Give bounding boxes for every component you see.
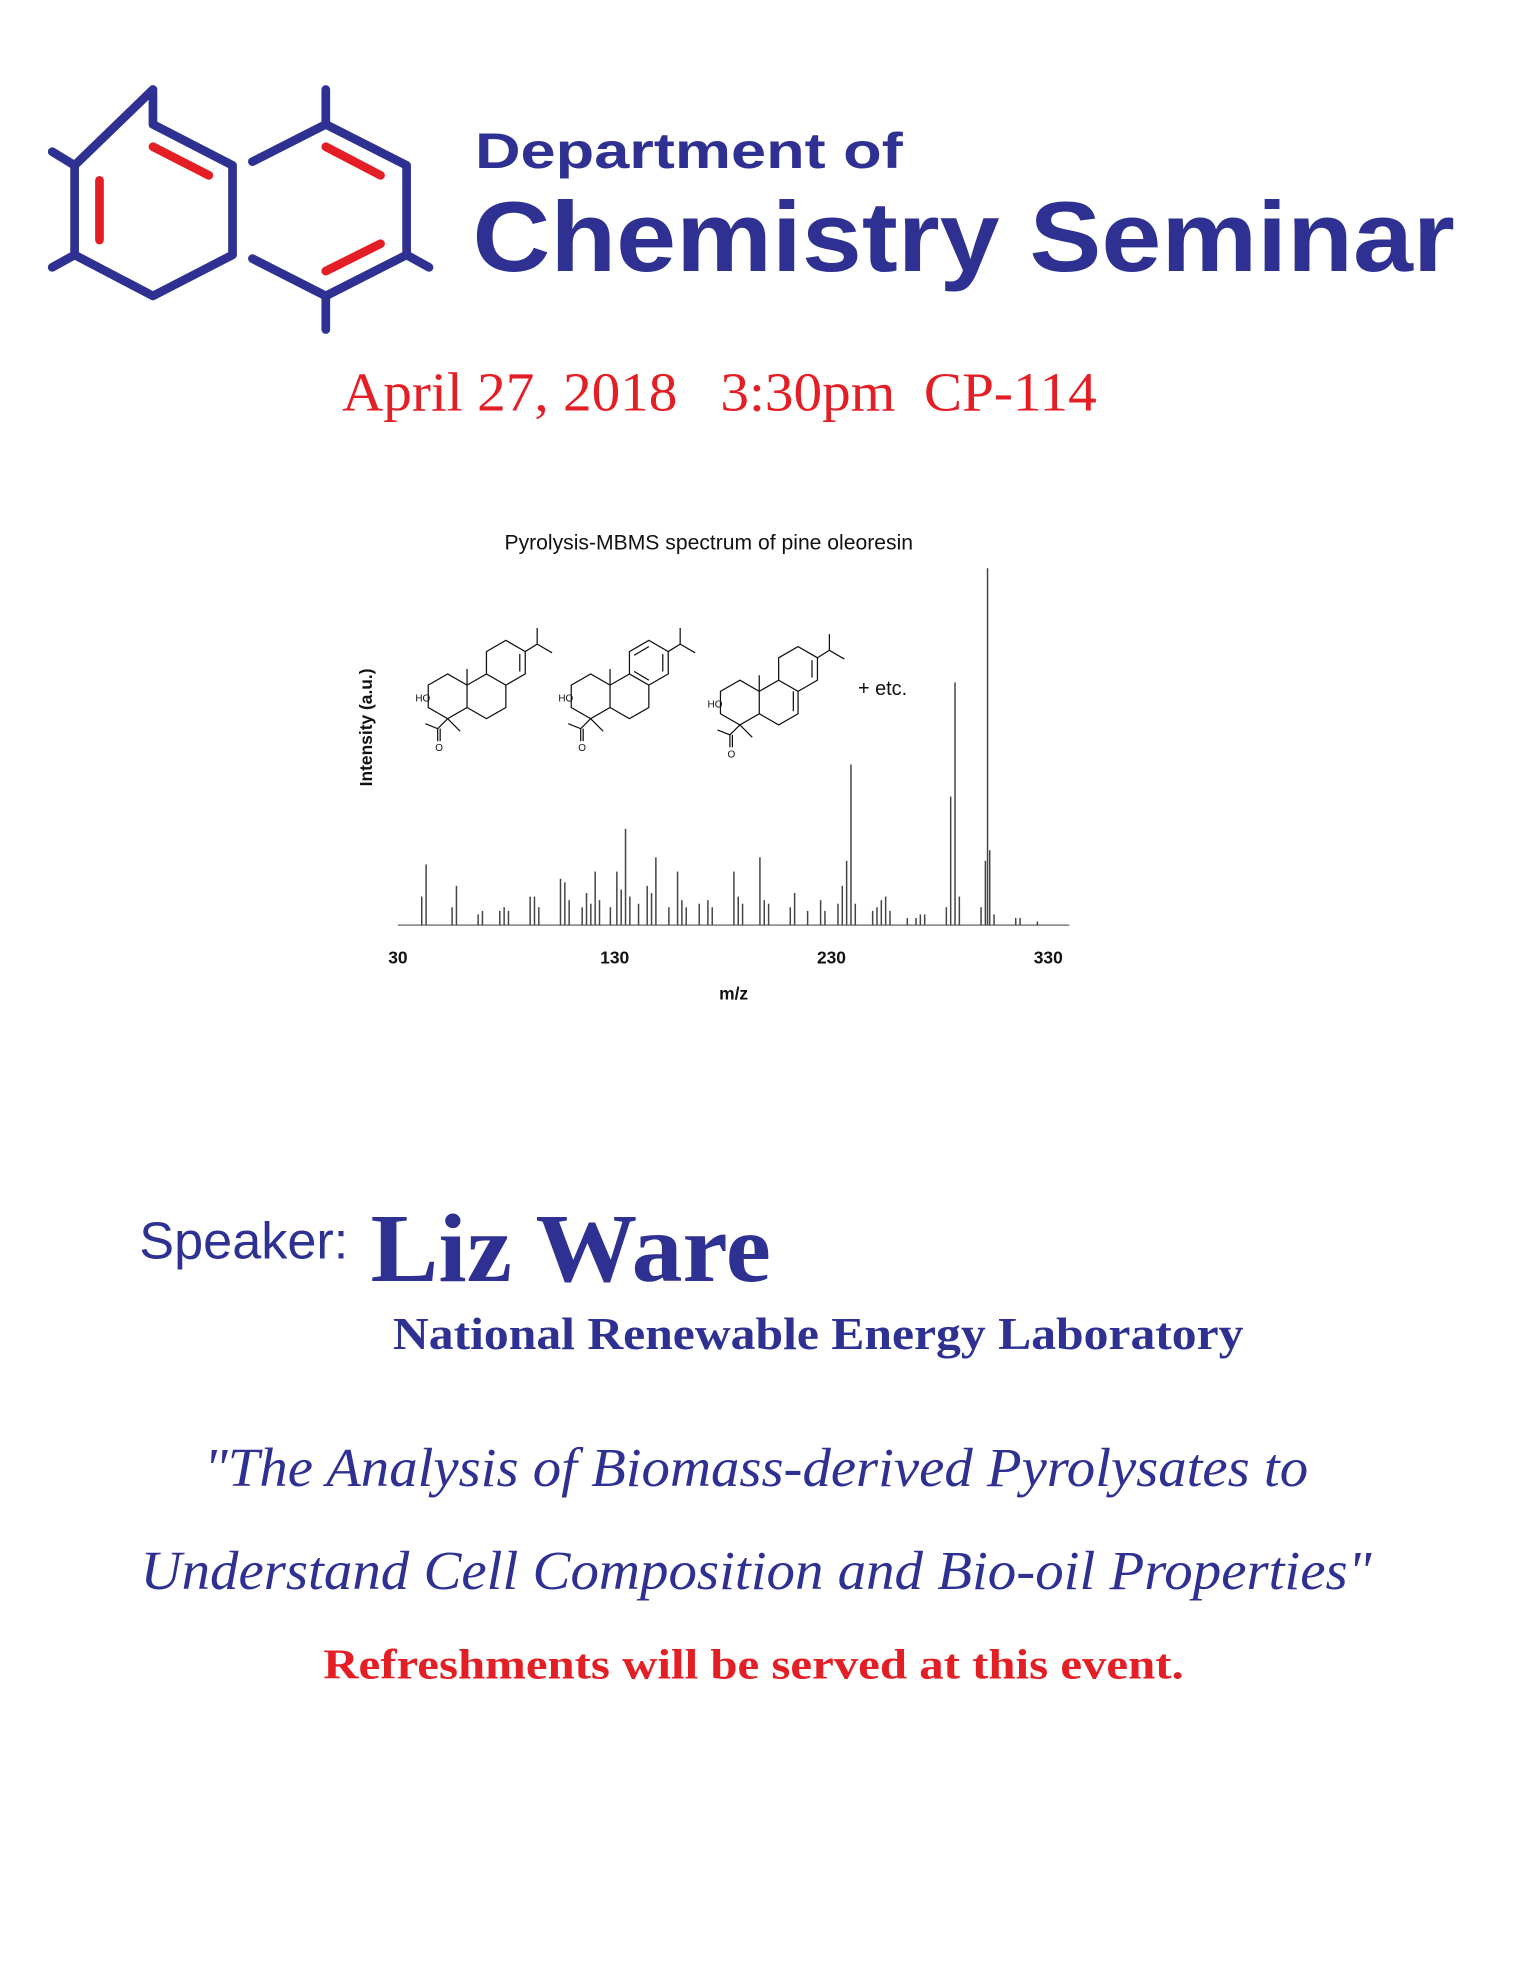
structure-label: O (435, 743, 443, 754)
logo-double-bonds (95, 142, 385, 276)
structure-label: HO (708, 700, 723, 711)
x-tick-label: 230 (817, 948, 846, 968)
structure-label: HO (558, 693, 573, 704)
talk-title-line: Understand Cell Composition and Bio-oil … (141, 1540, 1373, 1601)
header-line2: Chemistry Seminar (473, 182, 1455, 293)
y-axis-label: Intensity (a.u.) (356, 668, 376, 786)
x-tick-label: 330 (1034, 948, 1063, 968)
structure: HO O (708, 634, 845, 760)
structure: HO O (415, 627, 553, 754)
structure-label: O (578, 743, 586, 754)
speaker-label: Speaker: (139, 1212, 348, 1270)
speaker-affiliation: National Renewable Energy Laboratory (393, 1308, 1244, 1359)
event-info: April 27, 2018 3:30pm CP-114 (342, 361, 1097, 422)
talk-title-line: "The Analysis of Biomass-derived Pyrolys… (204, 1437, 1308, 1498)
structure-label: HO (415, 693, 430, 704)
spectrum-chart: Pyrolysis-MBMS spectrum of pine oleoresi… (356, 532, 1070, 1004)
x-tick-label: 130 (600, 948, 629, 968)
structure-label: O (727, 749, 735, 760)
refreshments-note: Refreshments will be served at this even… (323, 1642, 1183, 1689)
x-tick-label: 30 (388, 948, 407, 968)
structure: HO O (558, 627, 696, 754)
speaker-name: Liz Ware (371, 1195, 771, 1302)
logo (47, 85, 434, 334)
header-line1: Department of (475, 123, 903, 179)
x-axis-label: m/z (719, 984, 748, 1004)
chart-title: Pyrolysis-MBMS spectrum of pine oleoresi… (504, 532, 913, 555)
annotation: + etc. (858, 678, 907, 700)
